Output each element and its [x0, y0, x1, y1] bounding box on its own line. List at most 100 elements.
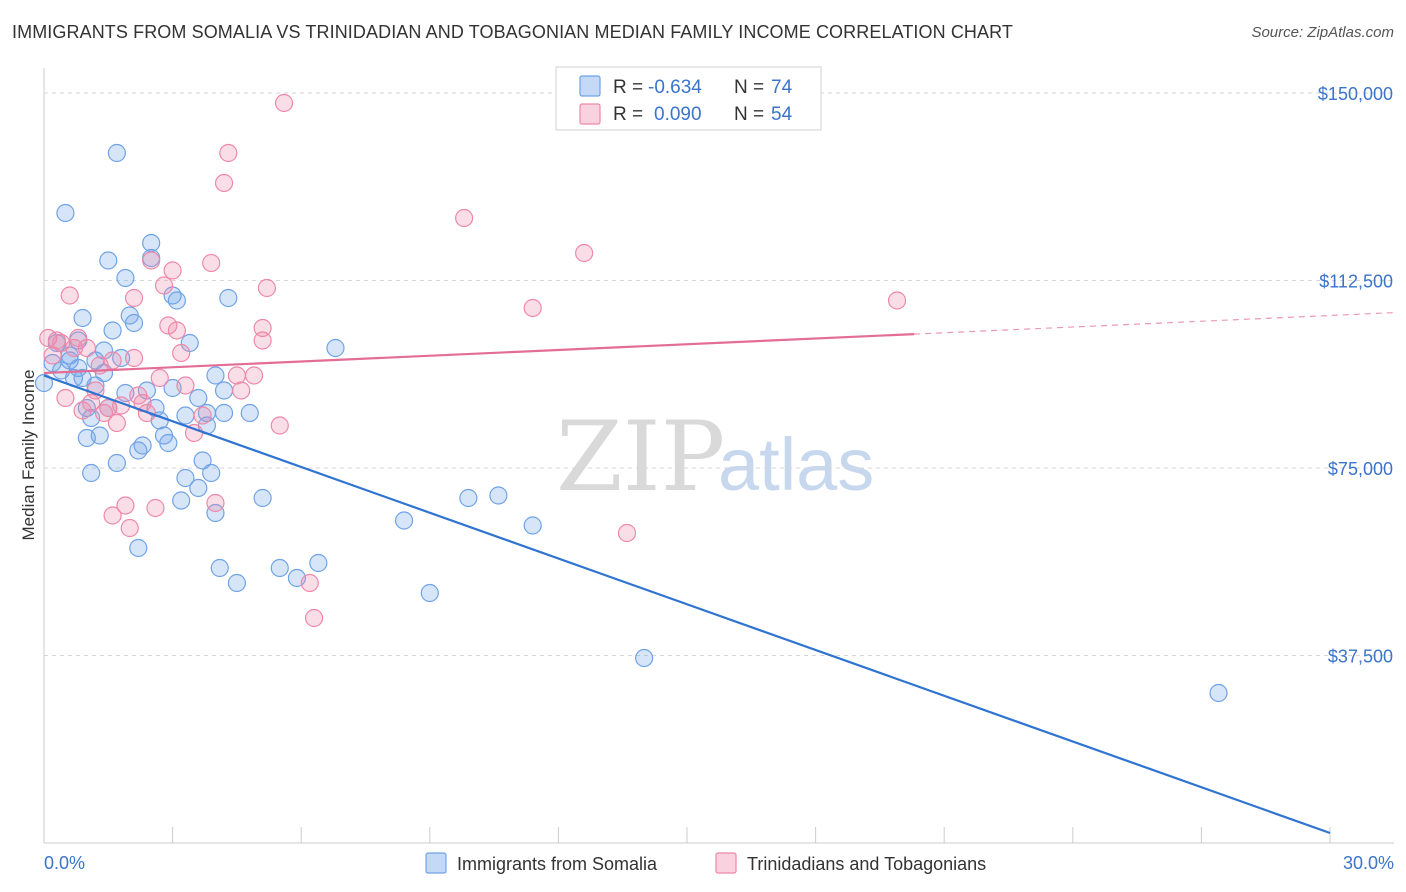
- point-trinidad: [150, 368, 169, 388]
- watermark-zip: ZIP: [556, 401, 725, 513]
- stats-r-label-1: R =: [613, 77, 643, 98]
- stats-swatch-somalia: [579, 75, 601, 97]
- point-somalia: [240, 403, 259, 423]
- stats-box: R = -0.634 N = 74 R = 0.090 N = 54: [555, 66, 822, 131]
- point-trinidad: [193, 406, 212, 425]
- point-trinidad: [232, 381, 251, 400]
- point-trinidad: [146, 498, 165, 518]
- point-somalia: [176, 468, 195, 488]
- point-trinidad: [64, 338, 84, 358]
- point-trinidad: [124, 288, 144, 308]
- legend-swatch-somalia: [425, 852, 447, 874]
- stats-n-value-1: 74: [771, 77, 793, 98]
- point-trinidad: [103, 351, 122, 370]
- stats-r-label-2: R =: [613, 104, 643, 125]
- point-somalia: [193, 451, 212, 470]
- point-somalia: [56, 203, 75, 223]
- point-somalia: [129, 538, 148, 558]
- point-trinidad: [116, 496, 135, 515]
- point-somalia: [1209, 683, 1228, 703]
- point-somalia: [167, 291, 186, 310]
- point-somalia: [210, 558, 229, 578]
- y-tick-labels: $37,500 $75,000 $112,500 $150,000: [1318, 84, 1393, 667]
- point-somalia: [459, 488, 478, 508]
- point-trinidad: [617, 523, 637, 543]
- trend-line-trinidad-extension: [914, 312, 1395, 335]
- trend-lines: [43, 312, 1395, 835]
- point-trinidad: [107, 413, 126, 433]
- point-somalia: [227, 573, 246, 593]
- y-axis-title: Median Family Income: [19, 369, 38, 540]
- legend-label-trinidad: Trinidadians and Tobagonians: [747, 854, 986, 874]
- chart-source: Source: ZipAtlas.com: [1251, 24, 1394, 41]
- stats-n-label-1: N =: [734, 77, 764, 98]
- stats-n-label-2: N =: [734, 104, 764, 125]
- point-somalia: [270, 558, 289, 578]
- point-somalia: [82, 463, 101, 483]
- point-trinidad: [154, 276, 174, 295]
- trend-line-trinidad: [43, 332, 915, 375]
- point-somalia: [34, 373, 54, 393]
- legend: Immigrants from Somalia Trinidadians and…: [425, 852, 986, 874]
- point-somalia: [189, 388, 208, 408]
- y-tick-label: $37,500: [1328, 647, 1393, 667]
- point-somalia: [420, 583, 439, 603]
- point-trinidad: [253, 331, 272, 350]
- point-somalia: [142, 233, 161, 253]
- stats-r-value-2: 0.090: [654, 104, 702, 125]
- point-trinidad: [176, 376, 195, 395]
- trend-line-somalia: [43, 374, 1331, 835]
- point-somalia: [206, 366, 225, 385]
- y-tick-label: $150,000: [1318, 84, 1393, 104]
- point-somalia: [219, 288, 238, 308]
- point-somalia: [107, 143, 126, 163]
- data-points: [34, 93, 1228, 703]
- point-somalia: [214, 381, 234, 400]
- stats-n-value-2: 54: [771, 104, 793, 125]
- point-trinidad: [159, 316, 178, 335]
- point-trinidad: [227, 366, 246, 385]
- watermark: ZIP atlas: [556, 401, 874, 513]
- point-trinidad: [56, 388, 75, 408]
- stats-swatch-trinidad: [579, 103, 601, 125]
- point-trinidad: [253, 318, 272, 338]
- point-trinidad: [202, 253, 221, 273]
- point-somalia: [523, 516, 542, 535]
- x-tick-marks: [43, 827, 1331, 843]
- point-somalia: [176, 406, 195, 425]
- point-trinidad: [124, 348, 144, 368]
- x-tick-label-max: 30.0%: [1343, 853, 1394, 873]
- point-trinidad: [219, 143, 238, 163]
- point-trinidad: [887, 291, 907, 310]
- point-somalia: [107, 453, 126, 473]
- point-somalia: [73, 308, 92, 328]
- point-somalia: [99, 251, 118, 270]
- point-trinidad: [304, 608, 324, 628]
- chart-title: IMMIGRANTS FROM SOMALIA VS TRINIDADIAN A…: [12, 22, 1014, 42]
- point-trinidad: [244, 366, 264, 385]
- point-somalia: [103, 321, 122, 340]
- point-trinidad: [142, 251, 161, 270]
- point-somalia: [489, 486, 508, 505]
- point-trinidad: [214, 173, 234, 193]
- legend-swatch-trinidad: [715, 852, 737, 874]
- point-somalia: [124, 313, 144, 333]
- point-trinidad: [167, 321, 186, 340]
- point-trinidad: [575, 243, 594, 263]
- point-trinidad: [523, 298, 542, 318]
- point-trinidad: [300, 573, 319, 593]
- x-tick-label-min: 0.0%: [44, 853, 85, 873]
- point-trinidad: [120, 518, 139, 538]
- point-somalia: [253, 488, 272, 508]
- point-trinidad: [163, 261, 182, 280]
- point-somalia: [189, 478, 208, 498]
- point-somalia: [116, 268, 135, 288]
- point-trinidad: [103, 506, 122, 525]
- point-somalia: [309, 553, 328, 573]
- point-somalia: [206, 503, 225, 523]
- point-somalia: [172, 491, 191, 510]
- point-somalia: [326, 338, 345, 358]
- point-trinidad: [77, 338, 96, 358]
- point-trinidad: [274, 93, 294, 113]
